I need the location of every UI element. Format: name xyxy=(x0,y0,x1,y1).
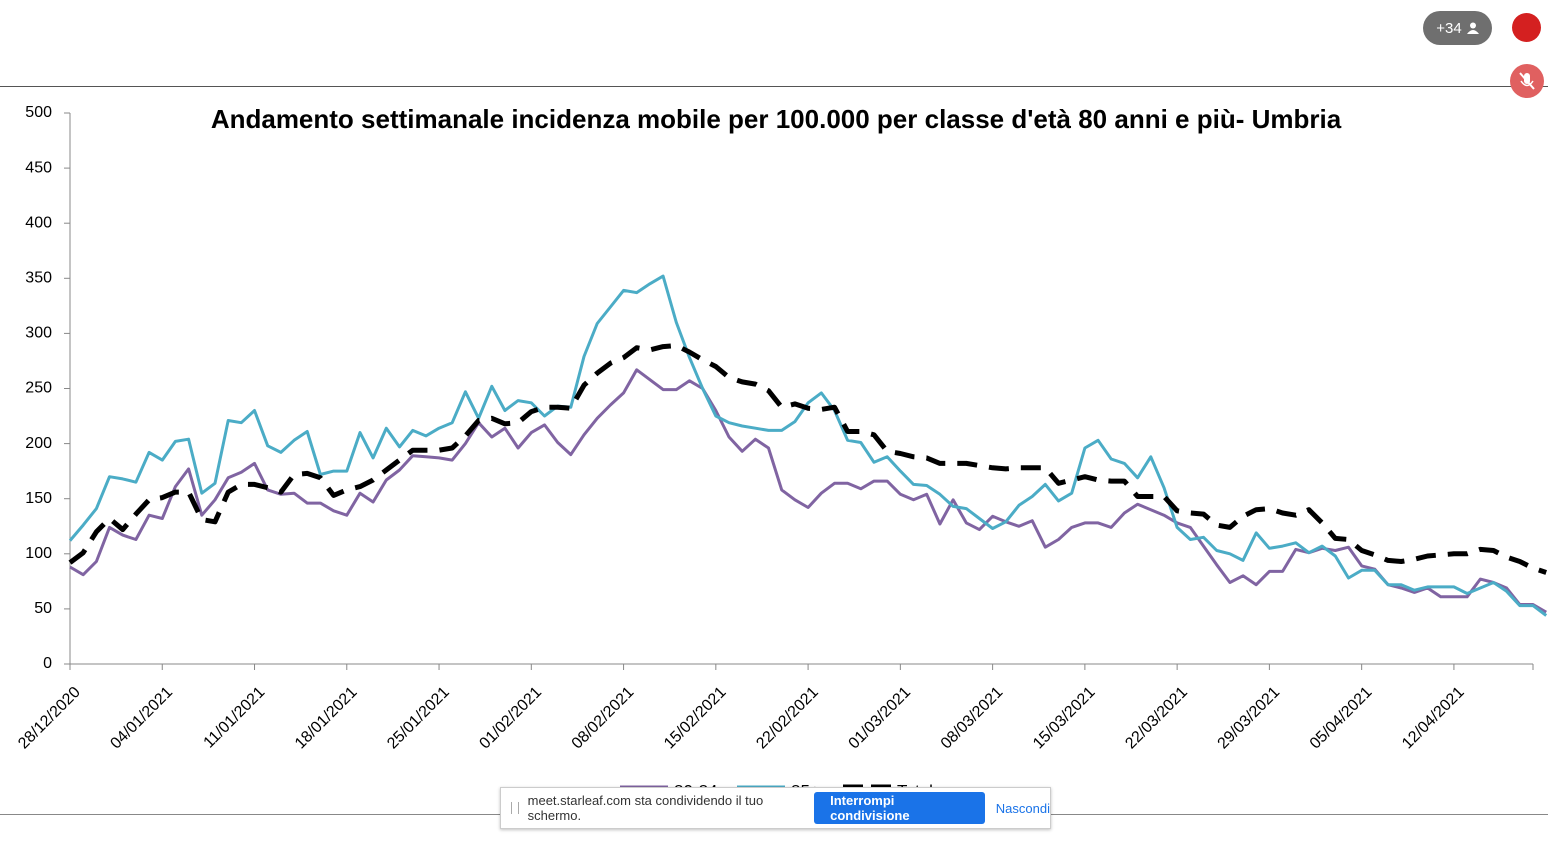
hide-link[interactable]: Nascondi xyxy=(995,800,1050,816)
share-bar: meet.starleaf.com sta condividendo il tu… xyxy=(500,787,1051,829)
y-tick-label: 500 xyxy=(25,104,52,121)
x-tick-label: 05/04/2021 xyxy=(1307,684,1376,753)
x-tick-label: 12/04/2021 xyxy=(1399,684,1468,753)
mic-off-icon xyxy=(1519,72,1535,90)
x-tick-label: 04/01/2021 xyxy=(107,684,176,753)
participants-count: +34 xyxy=(1436,19,1462,37)
series-line xyxy=(68,274,1548,617)
share-message: meet.starleaf.com sta condividendo il tu… xyxy=(527,793,764,823)
x-tick-label: 11/01/2021 xyxy=(201,684,269,752)
stop-sharing-button[interactable]: Interrompi condivisione xyxy=(814,792,985,824)
x-tick-label: 22/03/2021 xyxy=(1122,684,1191,753)
y-tick-label: 250 xyxy=(25,380,52,397)
participants-badge[interactable]: +34 xyxy=(1423,11,1492,45)
y-tick-label: 350 xyxy=(25,270,52,287)
y-tick-label: 300 xyxy=(25,325,52,342)
x-tick-label: 08/02/2021 xyxy=(569,684,638,753)
x-tick-label: 29/03/2021 xyxy=(1215,684,1284,753)
y-tick-label: 450 xyxy=(25,159,52,176)
x-tick-label: 08/03/2021 xyxy=(938,684,1007,753)
y-tick-label: 150 xyxy=(25,490,52,507)
y-tick-label: 0 xyxy=(43,655,52,672)
x-tick-label: 15/03/2021 xyxy=(1030,684,1099,753)
chart-title: Andamento settimanale incidenza mobile p… xyxy=(211,104,1342,134)
person-icon xyxy=(1466,22,1479,34)
x-tick-label: 28/12/2020 xyxy=(15,684,84,753)
divider xyxy=(0,86,1548,87)
x-tick-label: 01/03/2021 xyxy=(846,684,915,753)
record-button[interactable] xyxy=(1512,13,1541,42)
y-tick-label: 400 xyxy=(25,214,52,231)
drag-handle[interactable] xyxy=(511,802,519,814)
x-tick-label: 25/01/2021 xyxy=(384,684,453,753)
y-tick-label: 50 xyxy=(34,600,52,617)
series-line xyxy=(69,368,1547,614)
y-tick-label: 200 xyxy=(25,435,52,452)
x-tick-label: 22/02/2021 xyxy=(753,684,822,753)
x-tick-label: 01/02/2021 xyxy=(476,684,545,753)
series-line xyxy=(68,343,1547,575)
y-tick-label: 100 xyxy=(25,545,52,562)
x-tick-label: 15/02/2021 xyxy=(661,684,730,753)
mic-muted-button[interactable] xyxy=(1510,64,1544,98)
x-tick-label: 18/01/2021 xyxy=(292,684,361,753)
